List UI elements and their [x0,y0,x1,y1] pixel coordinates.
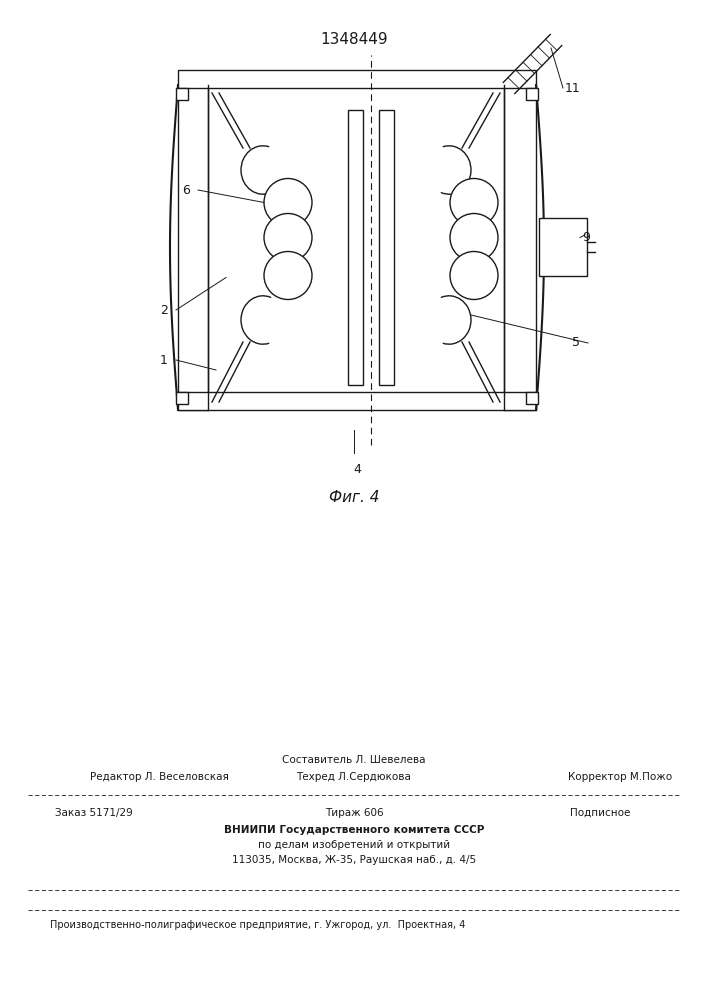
Bar [178,85,208,410]
Text: 4: 4 [353,463,361,476]
Bar [379,110,394,385]
Text: 113035, Москва, Ж-35, Раушская наб., д. 4/5: 113035, Москва, Ж-35, Раушская наб., д. … [232,855,476,865]
Text: 6: 6 [182,184,190,196]
Text: Фиг. 4: Фиг. 4 [329,490,379,505]
Bar [526,392,538,404]
Text: Составитель Л. Шевелева: Составитель Л. Шевелева [282,755,426,765]
Circle shape [450,214,498,261]
Bar [178,70,536,88]
Bar [178,392,536,410]
Circle shape [264,251,312,300]
Bar [504,85,536,410]
Text: 2: 2 [160,304,168,316]
Circle shape [450,178,498,227]
Text: Тираж 606: Тираж 606 [325,808,383,818]
Bar [526,88,538,100]
Bar [176,88,188,100]
Bar [178,392,536,410]
Bar [504,85,536,410]
Text: Заказ 5171/29: Заказ 5171/29 [55,808,133,818]
Text: Производственно-полиграфическое предприятие, г. Ужгород, ул.  Проектная, 4: Производственно-полиграфическое предприя… [50,920,465,930]
Bar [178,85,208,410]
Text: 1: 1 [160,354,168,366]
Text: Редактор Л. Веселовская: Редактор Л. Веселовская [90,772,229,782]
Text: 11: 11 [565,82,580,95]
Bar [348,110,363,385]
Text: Техред Л.Сердюкова: Техред Л.Сердюкова [296,772,411,782]
Bar [176,392,188,404]
Bar [348,110,363,385]
Text: Подписное: Подписное [570,808,630,818]
Text: ВНИИПИ Государственного комитета СССР: ВНИИПИ Государственного комитета СССР [224,825,484,835]
Text: 9: 9 [582,231,590,244]
Circle shape [264,178,312,227]
Bar [539,218,587,275]
Circle shape [264,214,312,261]
Text: 1348449: 1348449 [320,32,388,47]
Text: по делам изобретений и открытий: по делам изобретений и открытий [258,840,450,850]
Bar [379,110,394,385]
Text: Корректор М.Пожо: Корректор М.Пожо [568,772,672,782]
Circle shape [450,251,498,300]
Bar [178,70,536,88]
Text: 5: 5 [560,336,580,350]
